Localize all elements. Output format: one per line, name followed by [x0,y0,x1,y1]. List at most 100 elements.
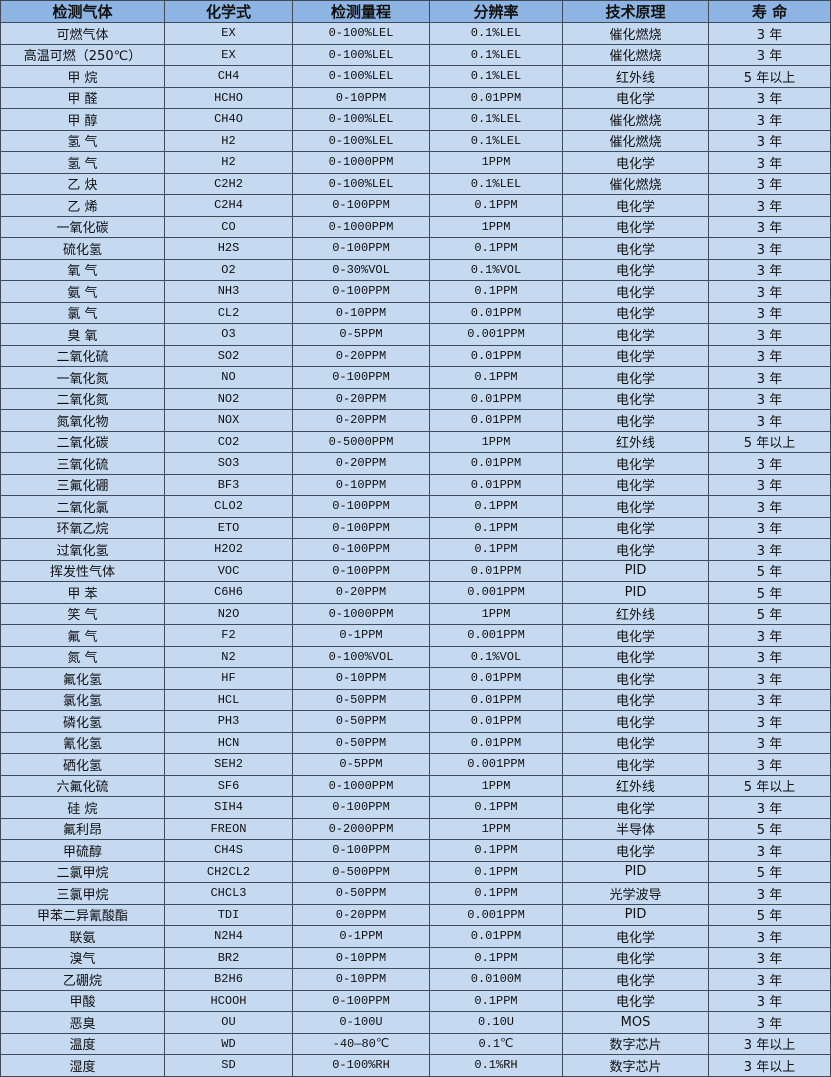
cell-resolution: 1PPM [429,151,563,174]
table-row: 溴气 BR2 0-10PPM 0.1PPM 电化学 3 年 [0,946,831,969]
cell-formula: NOX [164,409,293,432]
cell-formula: HCHO [164,86,293,109]
cell-resolution: 0.01PPM [429,387,563,410]
table-row: 甲 醛 HCHO 0-10PPM 0.01PPM 电化学 3 年 [0,86,831,109]
cell-range: 0-20PPM [292,903,430,926]
cell-gas: 三氯甲烷 [0,882,165,905]
cell-lifespan: 3 年 [708,301,831,324]
cell-lifespan: 3 年 [708,387,831,410]
cell-principle: 红外线 [562,65,709,88]
cell-range: 0-100PPM [292,194,430,217]
cell-resolution: 0.01PPM [429,452,563,475]
cell-gas: 甲 醛 [0,86,165,109]
cell-principle: 电化学 [562,753,709,776]
cell-gas: 氯化氢 [0,688,165,711]
cell-resolution: 0.1%VOL [429,258,563,281]
cell-range: 0-1000PPM [292,151,430,174]
table-row: 氮 气 N2 0-100%VOL 0.1%VOL 电化学 3 年 [0,645,831,668]
cell-gas: 三氧化硫 [0,452,165,475]
cell-resolution: 1PPM [429,774,563,797]
cell-lifespan: 3 年 [708,624,831,647]
cell-range: 0-30%VOL [292,258,430,281]
table-row: 二氧化硫 SO2 0-20PPM 0.01PPM 电化学 3 年 [0,344,831,367]
cell-principle: 电化学 [562,237,709,260]
cell-gas: 氟化氢 [0,667,165,690]
cell-resolution: 0.1PPM [429,237,563,260]
cell-lifespan: 3 年 [708,839,831,862]
cell-range: 0-50PPM [292,882,430,905]
cell-formula: CL2 [164,301,293,324]
cell-resolution: 0.001PPM [429,581,563,604]
table-row: 氯 气 CL2 0-10PPM 0.01PPM 电化学 3 年 [0,301,831,324]
cell-lifespan: 3 年 [708,753,831,776]
cell-range: 0-1PPM [292,925,430,948]
cell-resolution: 0.1%VOL [429,645,563,668]
table-row: 硒化氢 SEH2 0-5PPM 0.001PPM 电化学 3 年 [0,753,831,776]
cell-principle: 电化学 [562,731,709,754]
cell-principle: 电化学 [562,280,709,303]
cell-range: 0-1000PPM [292,215,430,238]
cell-principle: 数字芯片 [562,1032,709,1055]
table-row: 三氧化硫 SO3 0-20PPM 0.01PPM 电化学 3 年 [0,452,831,475]
cell-resolution: 1PPM [429,602,563,625]
cell-gas: 挥发性气体 [0,559,165,582]
cell-resolution: 0.1PPM [429,989,563,1012]
cell-principle: 电化学 [562,624,709,647]
cell-resolution: 0.1%LEL [429,22,563,45]
table-row: 一氧化碳 CO 0-1000PPM 1PPM 电化学 3 年 [0,215,831,238]
cell-formula: SEH2 [164,753,293,776]
cell-resolution: 0.01PPM [429,86,563,109]
cell-range: 0-100PPM [292,796,430,819]
cell-range: 0-100PPM [292,538,430,561]
cell-gas: 甲 醇 [0,108,165,131]
cell-principle: 半导体 [562,817,709,840]
cell-gas: 磷化氢 [0,710,165,733]
cell-formula: F2 [164,624,293,647]
cell-lifespan: 5 年 [708,860,831,883]
cell-gas: 三氟化硼 [0,473,165,496]
cell-range: 0-100PPM [292,559,430,582]
cell-gas: 臭 氧 [0,323,165,346]
cell-principle: 红外线 [562,774,709,797]
cell-gas: 环氧乙烷 [0,516,165,539]
cell-resolution: 0.01PPM [429,473,563,496]
cell-resolution: 1PPM [429,215,563,238]
cell-formula: BF3 [164,473,293,496]
cell-resolution: 0.1PPM [429,538,563,561]
table-row: 磷化氢 PH3 0-50PPM 0.01PPM 电化学 3 年 [0,710,831,733]
cell-gas: 氯 气 [0,301,165,324]
cell-formula: CH4S [164,839,293,862]
cell-principle: 电化学 [562,667,709,690]
cell-range: 0-20PPM [292,387,430,410]
table-body: 可燃气体 EX 0-100%LEL 0.1%LEL 催化燃烧 3 年高温可燃（250℃） E… [0,22,831,1077]
table-row: 氟 气 F2 0-1PPM 0.001PPM 电化学 3 年 [0,624,831,647]
table-row: 湿度 SD 0-100%RH 0.1%RH 数字芯片 3 年以上 [0,1054,831,1077]
cell-principle: PID [562,559,709,582]
cell-resolution: 0.1%LEL [429,172,563,195]
cell-formula: HF [164,667,293,690]
cell-principle: 电化学 [562,516,709,539]
cell-gas: 联氨 [0,925,165,948]
cell-lifespan: 3 年 [708,968,831,991]
cell-formula: NO [164,366,293,389]
cell-lifespan: 3 年 [708,258,831,281]
table-row: 甲 烷 CH4 0-100%LEL 0.1%LEL 红外线 5 年以上 [0,65,831,88]
cell-gas: 二氧化碳 [0,430,165,453]
cell-principle: 催化燃烧 [562,172,709,195]
cell-range: 0-1PPM [292,624,430,647]
table-row: 二氯甲烷 CH2CL2 0-500PPM 0.1PPM PID 5 年 [0,860,831,883]
cell-formula: HCOOH [164,989,293,1012]
cell-formula: EX [164,22,293,45]
cell-formula: NO2 [164,387,293,410]
cell-range: -40—80℃ [292,1032,430,1055]
cell-gas: 湿度 [0,1054,165,1077]
cell-principle: 光学波导 [562,882,709,905]
cell-principle: 电化学 [562,473,709,496]
cell-gas: 高温可燃（250℃） [0,43,165,66]
cell-lifespan: 3 年 [708,731,831,754]
cell-lifespan: 3 年 [708,925,831,948]
cell-lifespan: 3 年 [708,710,831,733]
cell-range: 0-1000PPM [292,774,430,797]
table-row: 恶臭 OU 0-100U 0.10U MOS 3 年 [0,1011,831,1034]
cell-formula: N2H4 [164,925,293,948]
